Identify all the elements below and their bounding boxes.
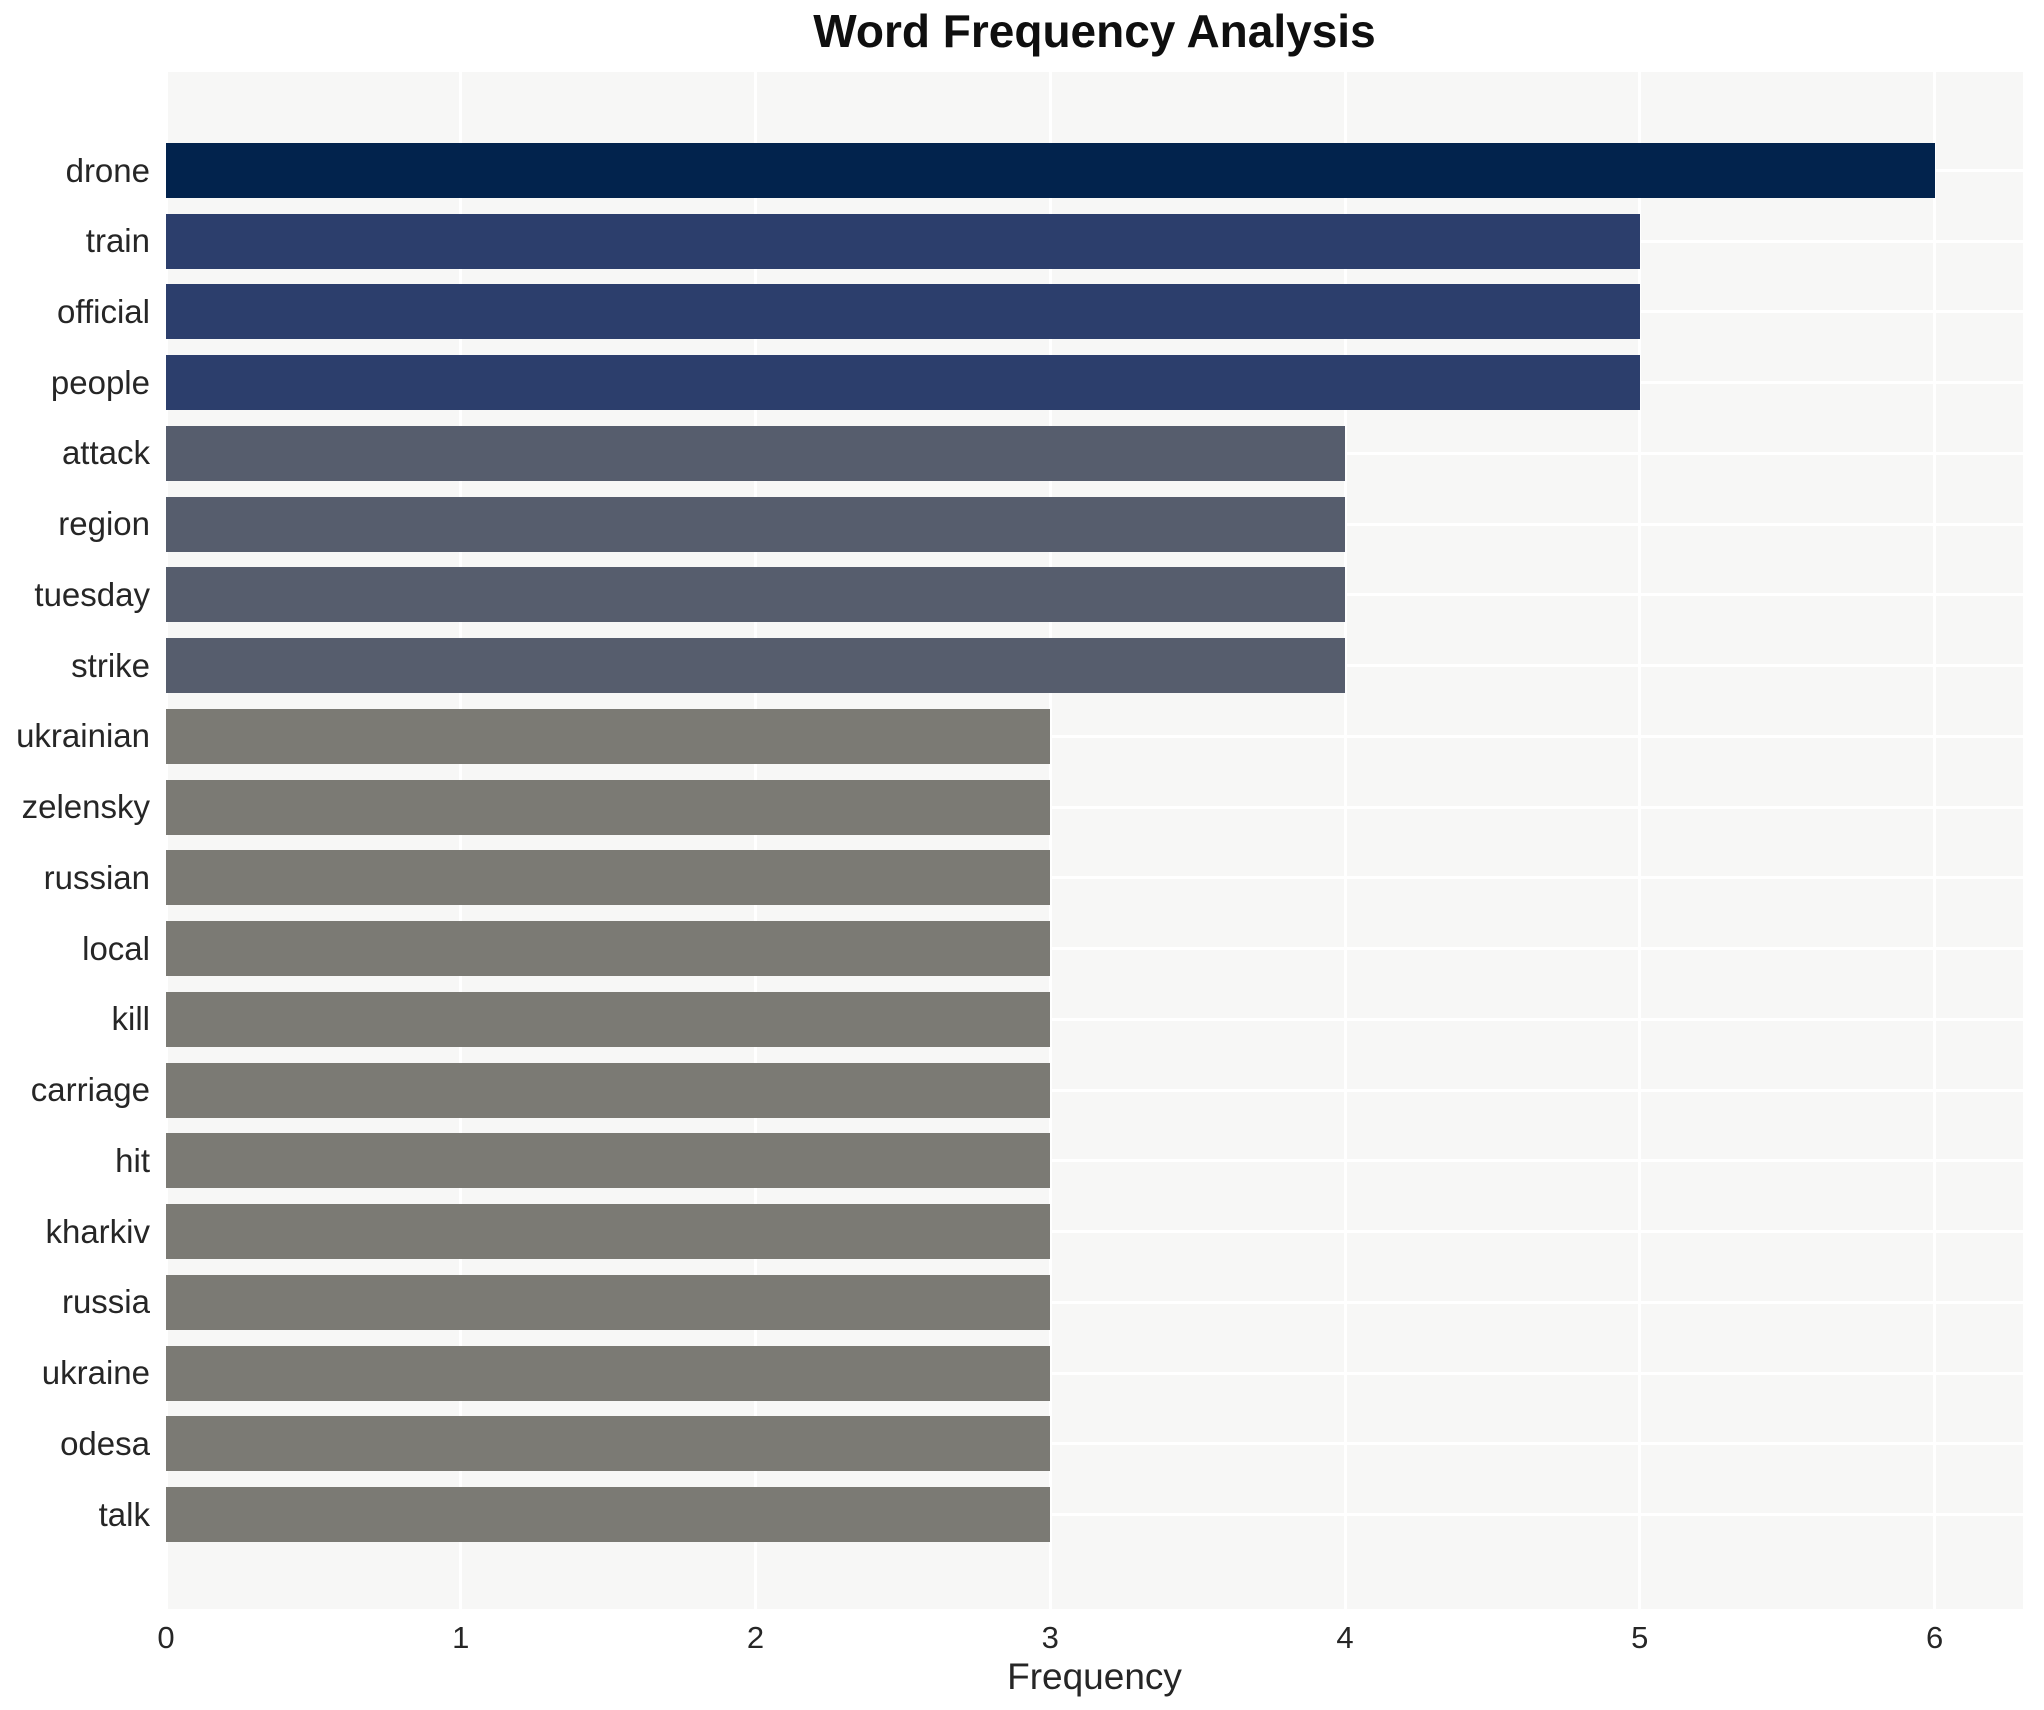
bar-attack xyxy=(166,425,1346,481)
y-axis-label-zelensky: zelensky xyxy=(21,788,150,826)
chart-title: Word Frequency Analysis xyxy=(813,5,1376,57)
y-axis-label-region: region xyxy=(58,505,150,543)
bar-russia xyxy=(166,1274,1051,1330)
y-axis-label-kill: kill xyxy=(111,1000,151,1038)
y-axis-label-tuesday: tuesday xyxy=(34,575,150,613)
horizontal-gridline xyxy=(166,1371,2023,1375)
bar-kill xyxy=(166,991,1051,1047)
bar-drone xyxy=(166,143,1935,198)
horizontal-gridline xyxy=(166,805,2023,809)
vertical-gridline xyxy=(459,72,463,1609)
x-tick-label-0: 0 xyxy=(157,1620,175,1655)
bar-talk xyxy=(166,1487,1051,1543)
x-tick-label-2: 2 xyxy=(746,1620,765,1655)
bar-russian xyxy=(166,850,1051,906)
bar-carriage xyxy=(166,1062,1051,1118)
x-axis-title: Frequency xyxy=(1007,1656,1182,1697)
vertical-gridline xyxy=(1343,72,1347,1609)
x-tick-label-6: 6 xyxy=(1925,1620,1944,1655)
y-axis-label-russian: russian xyxy=(43,858,150,896)
bar-strike xyxy=(166,638,1346,694)
y-axis-label-attack: attack xyxy=(61,434,150,472)
y-axis-label-carriage: carriage xyxy=(30,1071,150,1109)
vertical-gridline xyxy=(754,72,758,1609)
horizontal-gridline xyxy=(166,1159,2023,1163)
y-axis-label-official: official xyxy=(57,292,150,330)
bar-train xyxy=(166,213,1640,269)
horizontal-gridline xyxy=(166,876,2023,880)
bar-official xyxy=(166,284,1640,340)
x-tick-label-5: 5 xyxy=(1631,1620,1649,1655)
x-tick-label-4: 4 xyxy=(1336,1620,1354,1655)
y-axis-label-talk: talk xyxy=(98,1495,150,1533)
y-axis-label-strike: strike xyxy=(71,646,150,684)
horizontal-gridline xyxy=(166,1513,2023,1517)
y-axis-label-train: train xyxy=(85,222,150,260)
y-axis-label-drone: drone xyxy=(65,151,150,189)
vertical-gridline xyxy=(1048,72,1052,1609)
horizontal-gridline xyxy=(166,1300,2023,1304)
bar-ukrainian xyxy=(166,708,1051,764)
bar-region xyxy=(166,496,1346,552)
bar-kharkiv xyxy=(166,1204,1051,1260)
bar-local xyxy=(166,921,1051,977)
horizontal-gridline xyxy=(166,1230,2023,1234)
y-axis-label-ukraine: ukraine xyxy=(41,1354,150,1392)
bar-tuesday xyxy=(166,567,1346,623)
y-axis-label-russia: russia xyxy=(61,1283,150,1321)
horizontal-gridline xyxy=(166,734,2023,738)
y-axis-label-kharkiv: kharkiv xyxy=(45,1212,150,1250)
horizontal-gridline xyxy=(166,1088,2023,1092)
bar-people xyxy=(166,355,1640,411)
y-axis-label-odesa: odesa xyxy=(60,1424,150,1462)
bar-odesa xyxy=(166,1416,1051,1472)
x-tick-label-1: 1 xyxy=(452,1620,470,1655)
y-axis-label-people: people xyxy=(50,363,150,401)
vertical-gridline xyxy=(166,72,168,1609)
horizontal-gridline xyxy=(166,1017,2023,1021)
y-axis-label-hit: hit xyxy=(115,1141,150,1179)
bar-zelensky xyxy=(166,779,1051,835)
horizontal-gridline xyxy=(166,947,2023,951)
y-axis-label-ukrainian: ukrainian xyxy=(16,717,150,755)
vertical-gridline xyxy=(1933,72,1937,1609)
x-tick-label-3: 3 xyxy=(1041,1620,1059,1655)
plot-area xyxy=(166,72,2023,1609)
bar-ukraine xyxy=(166,1345,1051,1401)
y-axis-label-local: local xyxy=(82,929,150,967)
vertical-gridline xyxy=(1638,72,1642,1609)
horizontal-gridline xyxy=(166,1442,2023,1446)
bar-hit xyxy=(166,1133,1051,1189)
